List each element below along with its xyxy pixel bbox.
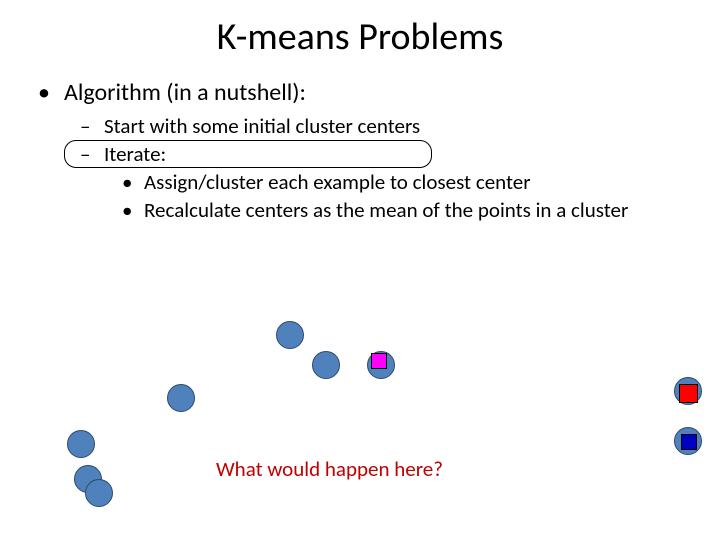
data-point-circle <box>67 430 95 458</box>
bullet-l3b-text: Recalculate centers as the mean of the p… <box>144 197 628 223</box>
bullet-dot-icon: • <box>122 197 144 223</box>
cluster-center-square <box>371 353 387 369</box>
bullet-dot-icon: • <box>38 78 64 107</box>
bullet-dash-icon: – <box>80 113 104 139</box>
bullet-level3: • Assign/cluster each example to closest… <box>122 169 682 195</box>
cluster-center-square <box>679 384 698 403</box>
caption-text: What would happen here? <box>216 456 443 482</box>
bullet-level1: • Algorithm (in a nutshell): <box>38 78 720 107</box>
data-point-circle <box>167 384 195 412</box>
data-point-circle <box>312 351 340 379</box>
cluster-center-square <box>681 434 697 450</box>
data-point-circle <box>276 321 304 349</box>
bullet-l1-text: Algorithm (in a nutshell): <box>64 78 306 107</box>
bullet-dot-icon: • <box>122 169 144 195</box>
bullet-level3: • Recalculate centers as the mean of the… <box>122 197 682 223</box>
bullet-l3a-text: Assign/cluster each example to closest c… <box>144 169 531 195</box>
bullet-level2: – Start with some initial cluster center… <box>80 113 720 139</box>
bullet-l2a-text: Start with some initial cluster centers <box>104 113 420 139</box>
page-title: K-means Problems <box>0 14 720 60</box>
highlight-box <box>64 140 432 168</box>
data-point-circle <box>85 479 113 507</box>
